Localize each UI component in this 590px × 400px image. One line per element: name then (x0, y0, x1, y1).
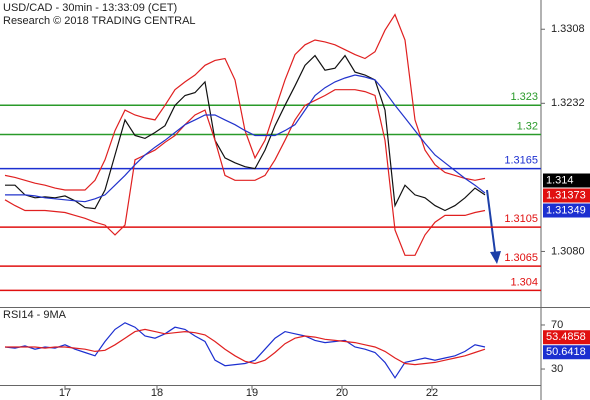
x-tick-label: 22 (426, 387, 438, 399)
chart-subtitle: Research © 2018 TRADING CENTRAL (3, 15, 196, 27)
price-tag-label: 50.6418 (546, 346, 586, 358)
x-tick-label: 20 (336, 387, 348, 399)
level-label: 1.3165 (504, 155, 538, 167)
price-tag (543, 173, 590, 188)
level-label: 1.3065 (504, 252, 538, 264)
rsi-title: RSI14 - 9MA (3, 309, 67, 321)
rsi-tick-label: 30 (551, 363, 563, 375)
x-tick-label: 19 (246, 387, 258, 399)
indicator-line (4, 13, 486, 191)
price-tag (543, 330, 590, 345)
level-label: 1.3105 (504, 213, 538, 225)
price-line (5, 54, 486, 212)
price-tag (543, 203, 590, 218)
level-label: 1.32 (517, 120, 538, 132)
level-label: 1.304 (510, 276, 538, 288)
indicator-line (5, 74, 486, 203)
x-tick-label: 17 (59, 387, 71, 399)
target-arrow (486, 189, 501, 264)
rsi-line (5, 328, 486, 366)
y-tick-label: 1.3308 (551, 23, 585, 35)
price-tag-label: 1.31349 (546, 204, 586, 216)
y-tick-label: 1.3232 (551, 97, 585, 109)
level-label: 1.323 (510, 91, 538, 103)
rsi-tick-label: 70 (551, 319, 563, 331)
price-tag-label: 53.4858 (546, 331, 586, 343)
y-tick-label: 1.3080 (551, 245, 585, 257)
chart-title: USD/CAD - 30min - 13:33:09 (CET) (3, 2, 177, 14)
rsi-line (4, 322, 486, 379)
price-tag (543, 188, 590, 203)
price-tag-label: 1.314 (546, 174, 574, 186)
indicator-line (4, 89, 486, 256)
price-tag (543, 345, 590, 360)
price-tag-label: 1.31373 (546, 189, 586, 201)
x-tick-label: 18 (151, 387, 163, 399)
